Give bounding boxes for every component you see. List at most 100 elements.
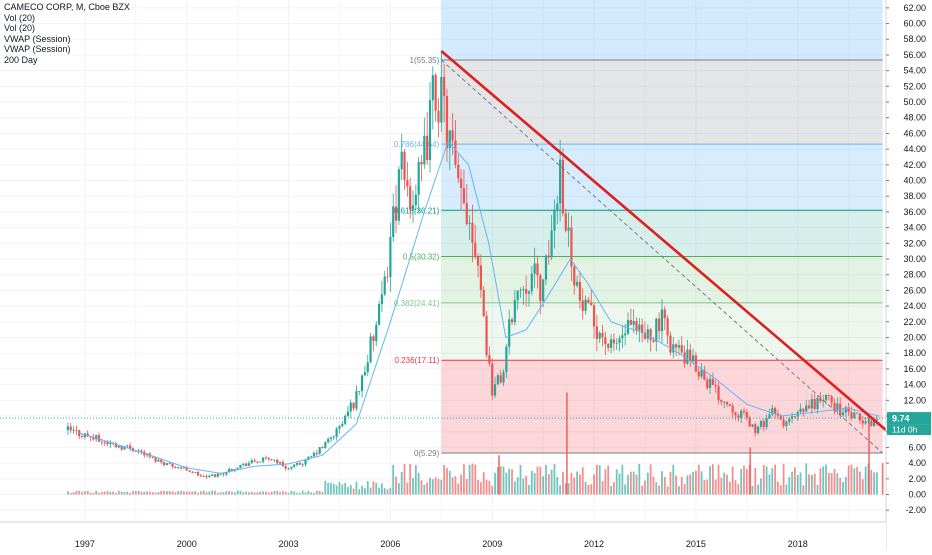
volume-spike <box>868 416 870 495</box>
candle-body <box>160 459 163 463</box>
volume-bar <box>386 489 389 495</box>
volume-bar <box>437 479 440 495</box>
chart-legend: CAMECO CORP, M, Cboe BZX Vol (20) Vol (2… <box>4 2 130 65</box>
candle-body <box>284 466 287 469</box>
volume-bar <box>321 492 324 495</box>
volume-bar <box>355 481 358 495</box>
countdown-value: 11d 0h <box>892 425 918 435</box>
volume-bar <box>177 491 180 495</box>
candle-body <box>570 227 573 267</box>
indicator-vol-1[interactable]: Vol (20) <box>4 12 36 23</box>
volume-bar <box>539 466 542 495</box>
candle-body <box>185 467 188 471</box>
candle-body <box>92 437 95 440</box>
volume-bar <box>414 465 417 495</box>
candle-body <box>389 236 392 277</box>
candle-body <box>117 446 120 448</box>
indicator-200-day[interactable]: 200 Day <box>4 54 38 65</box>
volume-bar <box>239 490 242 495</box>
candle-body <box>703 369 706 380</box>
time-tick-label: 1997 <box>75 539 95 549</box>
volume-bar <box>448 470 451 495</box>
volume-bar <box>646 472 649 495</box>
volume-bar <box>573 477 576 495</box>
volume-bar <box>720 477 723 495</box>
volume-bar <box>511 469 513 495</box>
volume-bar <box>72 492 75 495</box>
volume-bar <box>661 471 663 495</box>
candle-body <box>134 450 137 452</box>
volume-bar <box>598 465 601 495</box>
candle-body <box>321 447 324 448</box>
candle-body <box>841 412 845 415</box>
volume-bar <box>545 464 547 495</box>
volume-bar <box>774 464 777 495</box>
volume-bar <box>242 492 245 495</box>
candle-body <box>114 443 118 448</box>
candle-body <box>870 420 873 427</box>
candle-body <box>162 462 166 465</box>
candle-body <box>298 462 301 465</box>
volume-bar <box>451 477 454 495</box>
candle-body <box>318 447 321 455</box>
candle-body <box>720 400 723 403</box>
volume-spike <box>881 463 884 495</box>
candle-body <box>737 415 740 419</box>
volume-bar <box>833 468 836 495</box>
indicator-vwap-1[interactable]: VWAP (Session) <box>4 33 71 44</box>
volume-bar <box>335 485 338 495</box>
volume-bar <box>202 490 205 495</box>
price-tick-label: 30.00 <box>903 254 926 264</box>
volume-bar <box>279 491 281 495</box>
volume-bar <box>400 471 403 495</box>
candle-body <box>222 473 225 475</box>
volume-bar <box>859 471 861 495</box>
candle-body <box>632 320 635 325</box>
candle-body <box>338 426 341 429</box>
candle-body <box>199 475 202 477</box>
candle-body <box>228 469 231 473</box>
volume-bar <box>491 485 494 495</box>
volume-bar <box>129 492 132 495</box>
volume-bar <box>366 481 369 495</box>
candle-body <box>341 423 344 427</box>
volume-bar <box>304 492 307 495</box>
candle-body <box>372 336 375 342</box>
candle-body <box>805 405 808 412</box>
volume-bar <box>389 487 392 495</box>
candle-body <box>332 436 335 438</box>
volume-bar <box>876 472 878 495</box>
candle-body <box>621 335 624 339</box>
price-tick-label: 46.00 <box>903 128 926 138</box>
volume-bar <box>692 471 694 495</box>
volume-bar <box>547 473 550 495</box>
candle-body <box>694 355 698 372</box>
volume-bar <box>188 491 191 495</box>
volume-bar <box>615 469 618 495</box>
indicator-vwap-2[interactable]: VWAP (Session) <box>4 44 71 54</box>
volume-bar <box>163 490 165 495</box>
candle-body <box>643 332 647 339</box>
indicator-vol-2[interactable]: Vol (20) <box>4 23 36 33</box>
candle-body <box>270 459 273 461</box>
candle-body <box>833 402 836 411</box>
candle-body <box>595 326 598 339</box>
fib-trend-diagonal <box>440 59 883 454</box>
price-tick-label: 52.00 <box>903 81 926 91</box>
volume-bar <box>364 488 366 495</box>
last-price-badge[interactable] <box>887 412 931 425</box>
candle-body <box>403 151 406 180</box>
volume-bar <box>706 479 709 495</box>
candle-body <box>230 469 234 471</box>
volume-bar <box>649 464 652 495</box>
candle-body <box>547 255 550 258</box>
candle-body <box>377 303 381 325</box>
price-tick-label: 38.00 <box>903 191 926 201</box>
volume-bar <box>678 486 680 495</box>
candle-body <box>607 343 610 348</box>
volume-bar <box>836 473 839 495</box>
candle-body <box>443 76 446 96</box>
volume-bar <box>728 481 731 495</box>
